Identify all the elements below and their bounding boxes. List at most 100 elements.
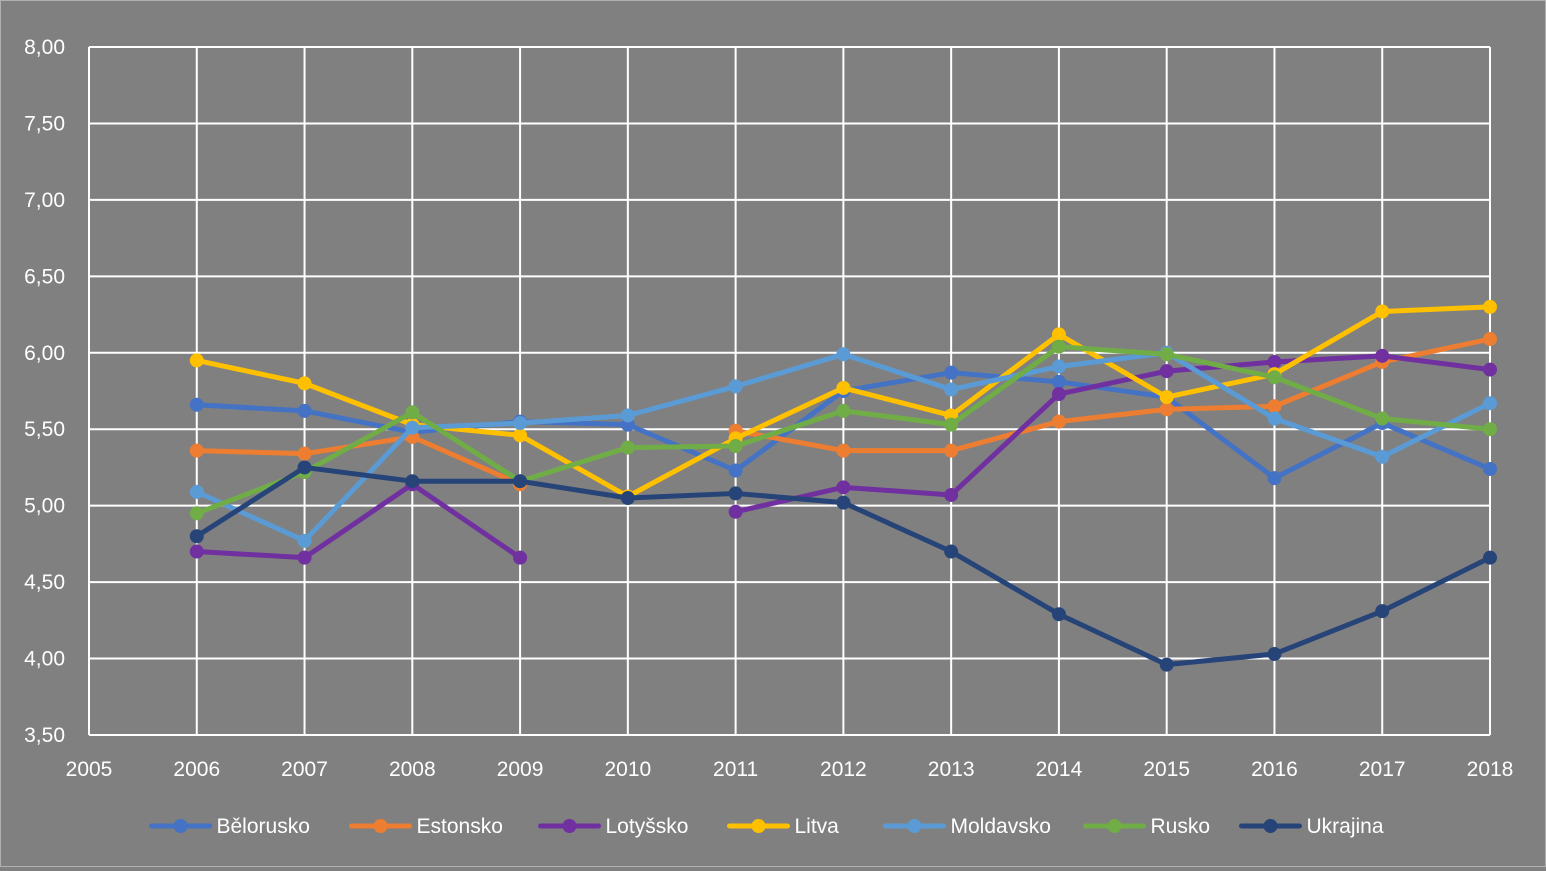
data-point: [1051, 607, 1066, 622]
data-point: [728, 463, 743, 478]
data-point: [836, 480, 851, 495]
data-point: [944, 487, 959, 502]
data-point: [297, 460, 312, 475]
data-point: [836, 443, 851, 458]
x-tick-label: 2011: [713, 758, 758, 781]
legend-label: Ukrajina: [1307, 815, 1384, 838]
x-tick-label: 2005: [66, 758, 113, 781]
legend-swatch-marker: [173, 819, 188, 833]
data-point: [189, 506, 204, 521]
legend-item-rusko: Rusko: [1083, 815, 1211, 838]
data-point: [1159, 364, 1174, 379]
series-moldavsko: [189, 345, 1497, 548]
data-point: [405, 474, 420, 489]
data-point: [1375, 304, 1390, 319]
data-point: [944, 382, 959, 397]
legend-swatch-marker: [562, 819, 577, 833]
data-point: [1375, 449, 1390, 464]
data-point: [1051, 359, 1066, 374]
data-point: [297, 533, 312, 548]
data-point: [620, 491, 635, 506]
legend-swatch-marker: [751, 819, 766, 833]
y-tick-label: 5,50: [24, 418, 65, 441]
data-point: [836, 403, 851, 418]
grid-lines: [88, 46, 1491, 736]
x-axis-tick-labels: 2005 2006 2007 2008 2009 2010 2011 2012 2013 2014…: [66, 758, 1514, 781]
x-tick-label: 2018: [1467, 758, 1514, 781]
y-tick-label: 3,50: [24, 724, 65, 747]
y-tick-label: 5,00: [24, 495, 65, 518]
data-point: [1159, 347, 1174, 362]
x-tick-label: 2014: [1036, 758, 1083, 781]
y-tick-label: 6,00: [24, 342, 65, 365]
data-point: [728, 504, 743, 519]
legend-item-lotyšsko: Lotyšsko: [538, 815, 689, 838]
legend-label: Rusko: [1151, 815, 1211, 838]
y-tick-label: 8,00: [24, 36, 65, 59]
data-point: [944, 544, 959, 559]
data-point: [944, 365, 959, 380]
x-tick-label: 2013: [928, 758, 975, 781]
data-point: [728, 486, 743, 501]
data-point: [728, 379, 743, 394]
data-point: [513, 550, 528, 565]
legend: Bělorusko Estonsko Lotyšsko Litva Moldavsko R…: [149, 815, 1384, 838]
x-tick-label: 2006: [173, 758, 220, 781]
data-point: [836, 347, 851, 362]
data-point: [297, 446, 312, 461]
x-tick-label: 2007: [281, 758, 328, 781]
data-point: [1483, 396, 1497, 411]
x-tick-label: 2015: [1143, 758, 1190, 781]
data-point: [297, 550, 312, 565]
data-point: [1375, 348, 1390, 363]
legend-label: Moldavsko: [951, 815, 1051, 838]
x-tick-label: 2010: [604, 758, 651, 781]
y-axis-tick-labels: 3,50 4,00 4,50 5,00 5,50 6,00 6,50 7,00 7,50 8,00: [24, 36, 65, 747]
y-tick-label: 7,00: [24, 189, 65, 212]
data-point: [1159, 402, 1174, 417]
x-tick-label: 2008: [389, 758, 436, 781]
data-point: [1375, 604, 1390, 619]
data-point: [1267, 646, 1282, 661]
data-point: [189, 443, 204, 458]
series-line: [194, 481, 523, 561]
data-point: [836, 495, 851, 510]
data-point: [189, 397, 204, 412]
data-point: [189, 484, 204, 499]
data-point: [1483, 332, 1497, 347]
y-tick-label: 4,00: [24, 648, 65, 671]
data-point: [1483, 362, 1497, 377]
legend-label: Litva: [795, 815, 840, 838]
legend-item-litva: Litva: [727, 815, 840, 838]
data-point: [1051, 374, 1066, 389]
data-point: [836, 380, 851, 395]
data-point: [513, 416, 528, 431]
data-point: [1159, 390, 1174, 405]
data-point: [1051, 327, 1066, 342]
y-tick-label: 7,50: [24, 112, 65, 135]
data-point: [1483, 422, 1497, 437]
data-point: [944, 417, 959, 432]
legend-swatch-marker: [373, 819, 388, 833]
y-tick-label: 4,50: [24, 571, 65, 594]
data-point: [189, 529, 204, 544]
data-point: [728, 439, 743, 454]
legend-item-bělorusko: Bělorusko: [149, 815, 310, 838]
legend-item-ukrajina: Ukrajina: [1239, 815, 1384, 838]
data-point: [1267, 354, 1282, 369]
data-point: [1483, 550, 1497, 565]
data-point: [1051, 414, 1066, 429]
data-point: [189, 544, 204, 559]
data-point: [1051, 339, 1066, 354]
legend-label: Lotyšsko: [606, 815, 689, 838]
legend-swatch-marker: [1263, 819, 1278, 833]
data-point: [1267, 411, 1282, 426]
legend-swatch-marker: [1107, 819, 1122, 833]
data-point: [1267, 370, 1282, 385]
data-point: [513, 428, 528, 443]
series-layer: [189, 299, 1497, 672]
x-tick-label: 2016: [1251, 758, 1298, 781]
series-line: [733, 353, 1493, 515]
